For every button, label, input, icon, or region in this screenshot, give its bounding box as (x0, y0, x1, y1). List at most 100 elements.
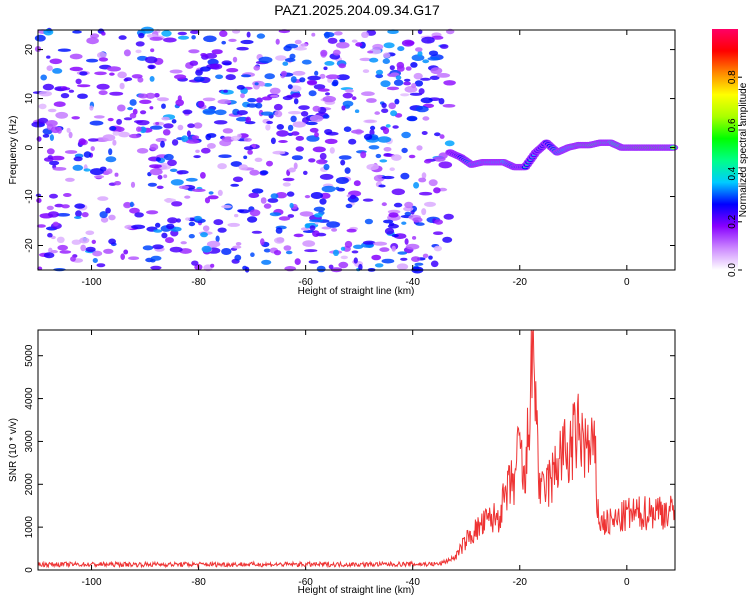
heatmap-cell (270, 137, 276, 145)
heatmap-cell (123, 117, 133, 121)
heatmap-cell (314, 213, 323, 218)
heatmap-cell (378, 184, 386, 188)
colorbar-tick-label: 0.4 (727, 166, 738, 180)
heatmap-cell (157, 175, 163, 180)
heatmap-cell (38, 91, 53, 97)
heatmap-cell (392, 125, 399, 129)
heatmap-cell (153, 229, 163, 233)
heatmap-cell (389, 167, 395, 171)
heatmap-cell (276, 130, 289, 137)
heatmap-cell (71, 239, 82, 245)
heatmap-cell (412, 236, 417, 240)
heatmap-cell (371, 254, 382, 261)
heatmap-cell (351, 129, 364, 134)
heatmap-cell (120, 253, 125, 260)
heatmap-cell (428, 179, 438, 187)
heatmap-cell (150, 259, 156, 263)
heatmap-cell (251, 188, 264, 194)
heatmap-cell (139, 126, 147, 134)
heatmap-cell (443, 213, 454, 220)
heatmap-cell (109, 91, 124, 96)
heatmap-cell (127, 107, 133, 111)
heatmap-cell (134, 212, 144, 218)
heatmap-cell (185, 177, 198, 182)
heatmap-cell (411, 256, 421, 262)
heatmap-cell (195, 69, 203, 76)
heatmap-cell (86, 58, 99, 63)
heatmap-cell (217, 189, 223, 196)
heatmap-cell (433, 245, 442, 252)
heatmap-cell (137, 77, 144, 83)
heatmap-cell (340, 159, 346, 166)
heatmap-cell (155, 157, 161, 162)
heatmap-cell (438, 98, 445, 105)
heatmap-cell (161, 30, 172, 37)
heatmap-cell (261, 259, 272, 265)
heatmap-cell (282, 177, 295, 182)
heatmap-cell (345, 89, 354, 93)
heatmap-cell (191, 35, 196, 40)
heatmap-cell (420, 97, 433, 104)
heatmap-cell (299, 77, 306, 83)
heatmap-cell (50, 250, 58, 254)
heatmap-cell (393, 79, 404, 86)
heatmap-cell (408, 154, 416, 159)
heatmap-cell (264, 73, 276, 80)
heatmap-cell (300, 111, 309, 117)
heatmap-cell (131, 224, 146, 230)
heatmap-cell (116, 118, 122, 125)
heatmap-cell (439, 134, 445, 139)
heatmap-cell (309, 127, 319, 133)
heatmap-cell (397, 46, 405, 52)
heatmap-cell (400, 257, 408, 261)
heatmap-cell (219, 30, 228, 37)
heatmap-cell (145, 56, 158, 64)
heatmap-cell (175, 99, 184, 107)
heatmap-cell (230, 183, 240, 187)
heatmap-cell (273, 103, 283, 111)
heatmap-cell (301, 59, 312, 65)
heatmap-cell (417, 50, 423, 57)
heatmap-cell (149, 36, 163, 41)
heatmap-cell (103, 248, 114, 254)
colorbar-ticks: 0.0 0.2 0.4 0.6 0.8 (727, 70, 742, 277)
heatmap-cell (292, 70, 306, 76)
snr-frame (37, 329, 676, 571)
heatmap-cell (396, 65, 405, 72)
heatmap-cell (258, 56, 273, 64)
heatmap-cell (92, 258, 98, 263)
heatmap-cell (79, 237, 90, 244)
heatmap-cell (191, 260, 199, 266)
heatmap-cell (211, 49, 223, 55)
heatmap-cell (303, 230, 316, 233)
heatmap-cell (439, 44, 449, 49)
heatmap-cell (288, 111, 302, 115)
snr-x-ticks: -100 -80 -60 -40 -20 0 (82, 330, 630, 588)
heatmap-cell (177, 95, 182, 102)
heatmap-cell (38, 103, 47, 110)
heatmap-cell (351, 39, 358, 43)
heatmap-cell (208, 191, 214, 195)
heatmap-cell (136, 126, 142, 132)
heatmap-cell (308, 260, 319, 264)
heatmap-cell (149, 76, 155, 82)
heatmap-cell (83, 151, 92, 158)
heatmap-cell (186, 130, 191, 137)
heatmap-cell (404, 40, 415, 45)
heatmap-cell (155, 122, 160, 125)
heatmap-cell (64, 150, 78, 154)
heatmap-cell (105, 156, 117, 163)
heatmap-cell (240, 93, 245, 99)
heatmap-cell (430, 67, 443, 75)
heatmap-cell (256, 33, 266, 39)
heatmap-cell (47, 108, 57, 113)
heatmap-cell (275, 227, 283, 234)
heatmap-cell (284, 58, 296, 62)
heatmap-cell (249, 209, 261, 217)
heatmap-cell (274, 237, 285, 244)
heatmap-cell (302, 117, 309, 124)
heatmap-cell (433, 231, 444, 235)
heatmap-cell (295, 146, 304, 152)
